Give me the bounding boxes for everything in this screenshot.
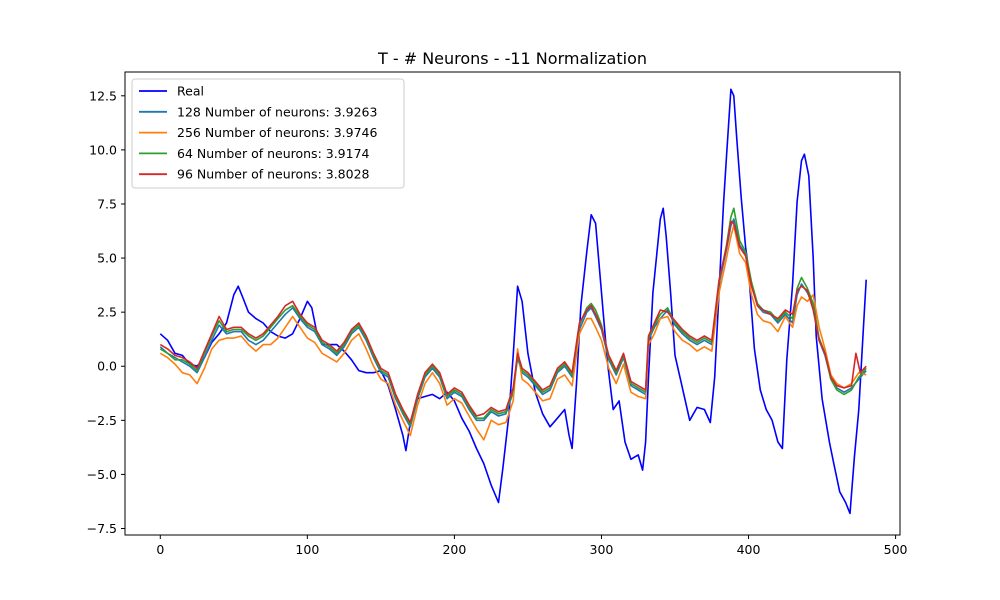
legend-label-2: 256 Number of neurons: 3.9746 (177, 125, 377, 140)
legend-label-0: Real (177, 84, 204, 99)
y-tick-label-7: 10.0 (89, 142, 117, 157)
x-tick-label-2: 200 (442, 542, 466, 557)
x-tick-label-4: 400 (737, 542, 761, 557)
y-axis: −7.5 −5.0 −2.5 0.0 2.5 5.0 7.5 10.0 12.5 (87, 88, 125, 536)
x-axis: 0 100 200 300 400 500 (156, 535, 908, 557)
x-tick-label-5: 500 (884, 542, 908, 557)
x-tick-label-3: 300 (590, 542, 614, 557)
legend-label-3: 64 Number of neurons: 3.9174 (177, 146, 370, 161)
y-tick-label-2: −2.5 (87, 413, 117, 428)
series-line-4 (159, 220, 867, 424)
axes-frame (124, 71, 901, 536)
y-tick-label-0: −7.5 (87, 521, 117, 536)
series-line-0 (159, 88, 867, 515)
y-tick-label-5: 5.0 (97, 251, 117, 266)
y-tick-label-8: 12.5 (89, 88, 117, 103)
x-tick-label-0: 0 (156, 542, 164, 557)
chart-title: T - # Neurons - -11 Normalization (377, 49, 647, 68)
y-tick-label-6: 7.5 (97, 196, 117, 211)
y-tick-label-1: −5.0 (87, 467, 117, 482)
x-tick-label-1: 100 (295, 542, 319, 557)
plot-area (159, 88, 867, 515)
legend-label-4: 96 Number of neurons: 3.8028 (177, 167, 370, 182)
series-line-2 (159, 224, 867, 441)
y-tick-label-3: 0.0 (97, 359, 117, 374)
legend: Real 128 Number of neurons: 3.9263 256 Num… (131, 78, 405, 189)
y-tick-label-4: 2.5 (97, 305, 117, 320)
legend-box (131, 78, 405, 189)
legend-label-1: 128 Number of neurons: 3.9263 (177, 104, 377, 119)
